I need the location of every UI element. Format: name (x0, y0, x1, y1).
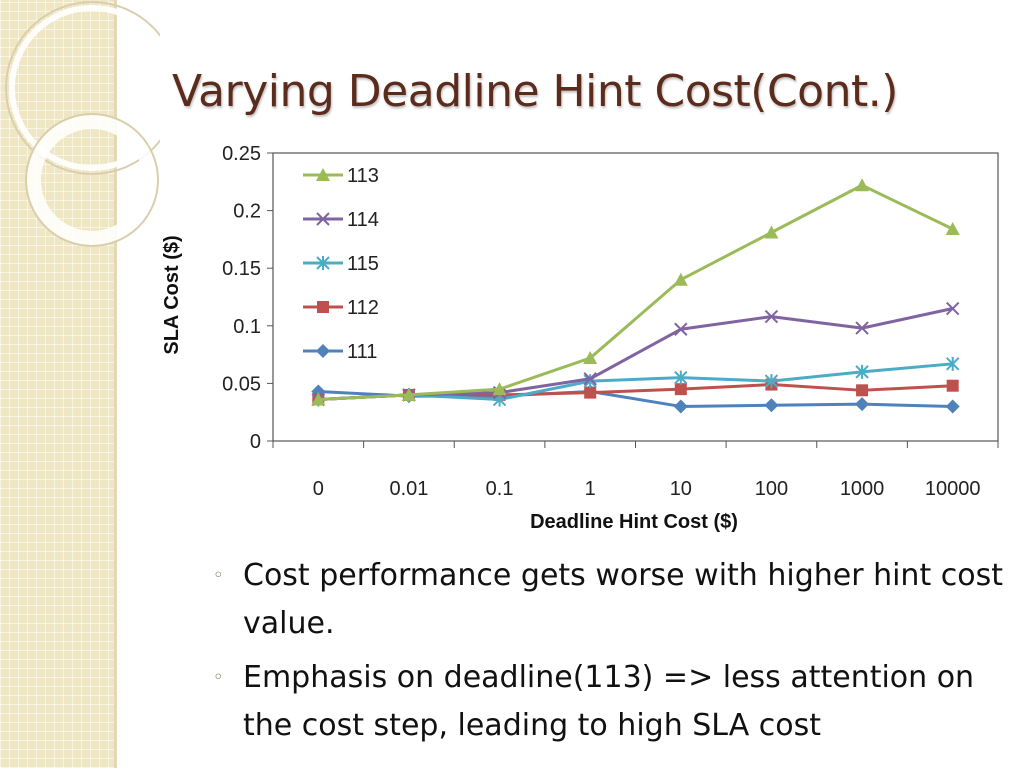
data-point-113 (945, 222, 960, 236)
x-tick-label: 100 (755, 478, 788, 500)
y-tick-label: 0.05 (222, 373, 261, 395)
data-point-114 (583, 372, 597, 386)
legend-label-115: 115 (347, 253, 379, 275)
y-tick-label: 0.2 (233, 201, 261, 223)
bullet-item: ◦ Cost performance gets worse with highe… (213, 552, 1003, 648)
data-point-113 (673, 272, 688, 286)
data-point-114 (855, 321, 869, 335)
x-tick-label: 1 (585, 478, 596, 500)
bullet-item: ◦ Emphasis on deadline(113) => less atte… (213, 654, 1003, 750)
y-axis-title: SLA Cost ($) (161, 235, 183, 354)
data-point-113 (311, 392, 326, 406)
data-point-114 (945, 301, 960, 316)
data-point-111 (945, 399, 960, 414)
data-point-111 (764, 398, 779, 413)
x-tick-label: 1000 (840, 478, 885, 500)
x-tick-label: 0 (313, 478, 324, 500)
bullet-marker: ◦ (213, 565, 224, 586)
data-point-115 (674, 370, 688, 385)
y-tick-label: 0 (250, 431, 261, 453)
data-point-112 (856, 384, 869, 397)
bullet-text: Cost performance gets worse with higher … (243, 558, 1003, 641)
line-chart: 0 0.05 0.1 0.15 0.2 0.25 0 0.01 0.1 1 10 100 1000 100… (161, 143, 999, 533)
x-tick-label: 0.1 (486, 478, 514, 500)
data-point-111 (673, 399, 688, 414)
legend-marker-115 (316, 256, 330, 270)
legend-label-113: 113 (347, 165, 379, 187)
data-point-112 (584, 386, 597, 399)
bullet-marker: ◦ (213, 667, 224, 688)
legend-label-112: 112 (347, 297, 379, 319)
legend-label-114: 114 (347, 209, 379, 231)
data-point-115 (764, 374, 779, 389)
y-tick-label: 0.1 (233, 316, 261, 338)
data-point-113 (583, 351, 598, 365)
data-point-115 (945, 356, 960, 371)
x-tick-label: 10 (670, 478, 692, 500)
x-tick-label: 10000 (925, 478, 981, 500)
data-point-114 (674, 322, 688, 336)
bullet-text: Emphasis on deadline(113) => less attent… (243, 660, 975, 743)
legend-marker-113 (316, 168, 330, 181)
data-point-114 (764, 309, 779, 324)
bullet-list: ◦ Cost performance gets worse with highe… (213, 552, 1003, 756)
data-point-115 (855, 364, 869, 379)
side-panel-edge (114, 0, 117, 768)
data-point-113 (764, 225, 779, 239)
legend-marker-111 (316, 344, 330, 358)
x-tick-label: 0.01 (389, 478, 428, 500)
data-point-112 (674, 383, 687, 396)
data-point-113 (492, 382, 507, 396)
series-line-113 (318, 183, 954, 402)
y-tick-label: 0.15 (222, 258, 261, 280)
data-point-112 (946, 379, 959, 392)
slide-title: Varying Deadline Hint Cost(Cont.) (172, 66, 898, 117)
data-point-113 (855, 178, 870, 192)
decorative-circles (5, 1, 160, 247)
data-point-111 (855, 397, 870, 412)
plot-area: 0 0.05 0.1 0.15 0.2 0.25 0 0.01 0.1 1 10 100 1000 100… (222, 143, 999, 500)
data-point-113 (401, 387, 416, 401)
legend-label-111: 111 (347, 341, 377, 363)
legend-marker-112 (317, 301, 329, 313)
y-tick-label: 0.25 (222, 143, 261, 165)
x-axis-title: Deadline Hint Cost ($) (530, 511, 738, 533)
legend-marker-114 (316, 212, 330, 226)
